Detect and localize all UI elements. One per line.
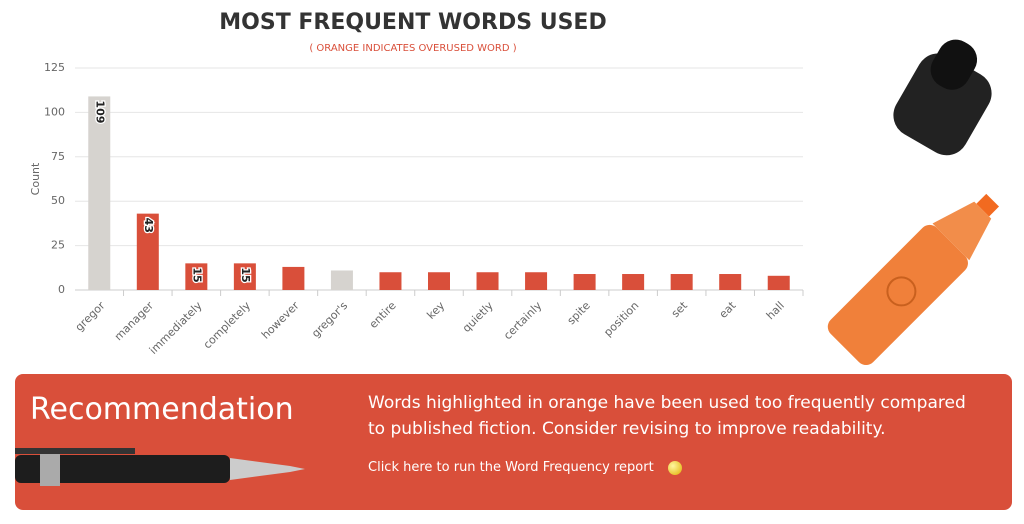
highlighter-illustration — [827, 39, 999, 366]
x-tick-label: immediately — [147, 299, 205, 357]
bar — [622, 274, 645, 290]
x-tick-label: entire — [367, 299, 399, 331]
y-tick-label: 100 — [44, 105, 65, 118]
recommendation-panel — [15, 374, 1012, 510]
x-tick-label: set — [669, 299, 691, 321]
bar — [670, 274, 693, 290]
pen-illustration — [15, 448, 305, 486]
y-tick-label: 50 — [51, 194, 65, 207]
bar — [525, 272, 548, 290]
data-label: 43 — [142, 218, 155, 233]
data-label: 15 — [190, 267, 203, 282]
report-link-text[interactable]: Click here to run the Word Frequency rep… — [368, 460, 654, 475]
bar — [233, 263, 256, 290]
x-tick-label: position — [601, 299, 641, 339]
chart-title: MOST FREQUENT WORDS USED — [219, 10, 606, 35]
bar — [767, 275, 790, 290]
bar — [573, 274, 596, 290]
bar — [428, 272, 450, 290]
bar — [185, 263, 208, 290]
y-tick-label: 25 — [51, 239, 65, 252]
y-tick-label: 75 — [51, 150, 65, 163]
x-tick-label: quietly — [460, 299, 496, 335]
x-tick-label: gregor's — [309, 299, 350, 340]
x-tick-label: completely — [201, 299, 254, 352]
x-tick-label: hall — [764, 299, 787, 322]
link-icon[interactable] — [667, 460, 682, 475]
y-tick-label: 125 — [44, 61, 65, 74]
x-tick-label: gregor — [73, 299, 108, 334]
chart-subtitle: ( ORANGE INDICATES OVERUSED WORD ) — [309, 43, 516, 54]
recommendation-text: Words highlighted in orange have been us… — [368, 393, 966, 439]
y-axis-label: Count — [29, 162, 42, 195]
x-tick-label: key — [424, 299, 447, 322]
x-tick-label: certainly — [501, 299, 544, 342]
x-tick-label: eat — [717, 299, 739, 321]
y-tick-label: 0 — [58, 283, 65, 296]
x-tick-label: however — [259, 299, 302, 342]
report-link[interactable]: Click here to run the Word Frequency rep… — [368, 460, 682, 475]
x-tick-label: spite — [565, 299, 593, 327]
bar — [136, 213, 159, 290]
bar — [379, 272, 402, 290]
bar — [719, 274, 742, 290]
recommendation-heading: Recommendation — [30, 392, 294, 427]
bar — [88, 96, 111, 290]
bar — [330, 270, 353, 290]
bar — [282, 266, 305, 290]
x-tick-label: manager — [112, 299, 156, 343]
data-label: 15 — [239, 267, 252, 282]
bar — [476, 272, 499, 290]
data-label: 109 — [93, 100, 106, 123]
